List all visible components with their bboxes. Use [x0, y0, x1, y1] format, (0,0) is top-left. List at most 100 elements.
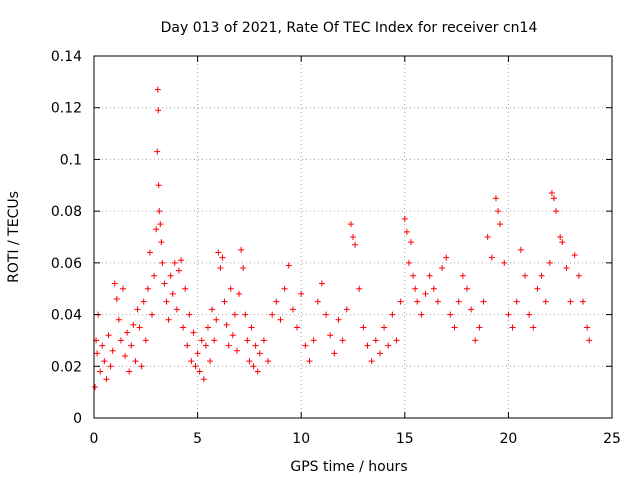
data-point — [422, 290, 429, 297]
data-point — [468, 306, 475, 313]
data-point — [430, 285, 437, 292]
data-point — [128, 342, 135, 349]
data-point — [385, 342, 392, 349]
data-point — [352, 241, 359, 248]
data-point — [314, 298, 321, 305]
data-point — [219, 254, 226, 261]
y-tick-label: 0.12 — [51, 101, 82, 117]
data-point — [418, 311, 425, 318]
data-point — [213, 316, 220, 323]
x-axis-label: GPS time / hours — [290, 459, 407, 475]
data-point — [472, 337, 479, 344]
data-point — [586, 337, 593, 344]
data-point — [146, 249, 153, 256]
data-point — [134, 306, 141, 313]
data-point — [327, 332, 334, 339]
data-point — [198, 337, 205, 344]
data-point — [94, 350, 101, 357]
data-point — [111, 280, 118, 287]
data-point — [163, 298, 170, 305]
x-tick-label: 5 — [193, 431, 202, 447]
data-point — [136, 324, 143, 331]
data-point — [405, 259, 412, 266]
data-point — [443, 254, 450, 261]
data-point — [302, 342, 309, 349]
data-point — [184, 342, 191, 349]
data-point — [120, 285, 127, 292]
data-point — [563, 265, 570, 272]
data-point — [434, 298, 441, 305]
data-point — [273, 298, 280, 305]
y-tick-label: 0.08 — [51, 204, 82, 220]
data-point — [92, 383, 99, 390]
data-point — [459, 272, 466, 279]
data-point — [526, 311, 533, 318]
data-point — [217, 265, 224, 272]
data-point — [231, 311, 238, 318]
data-point — [151, 272, 158, 279]
data-point — [113, 296, 120, 303]
data-point — [211, 337, 218, 344]
data-point — [227, 285, 234, 292]
plot-frame — [93, 55, 613, 419]
data-point — [343, 306, 350, 313]
data-point — [476, 324, 483, 331]
data-point — [175, 267, 182, 274]
data-point — [99, 342, 106, 349]
data-point — [567, 298, 574, 305]
data-point — [368, 358, 375, 365]
data-point — [553, 208, 560, 215]
data-point — [281, 285, 288, 292]
data-point — [550, 195, 557, 202]
data-point — [117, 337, 124, 344]
data-point — [403, 228, 410, 235]
data-point — [221, 298, 228, 305]
data-point — [225, 342, 232, 349]
data-point — [109, 347, 116, 354]
data-point — [412, 285, 419, 292]
data-point — [159, 259, 166, 266]
data-point — [350, 234, 356, 240]
data-point — [105, 332, 112, 339]
data-point — [488, 254, 495, 261]
data-point — [180, 324, 187, 331]
data-point — [298, 290, 305, 297]
data-point — [455, 298, 462, 305]
y-tick-label: 0 — [73, 411, 82, 427]
x-tick-label: 0 — [90, 431, 99, 447]
data-point — [289, 306, 296, 313]
data-point — [530, 324, 537, 331]
data-point — [252, 342, 259, 349]
data-point — [122, 352, 129, 359]
data-point — [190, 329, 197, 336]
data-point — [173, 306, 180, 313]
data-point — [236, 290, 243, 297]
data-point — [256, 350, 263, 357]
data-point — [410, 272, 417, 279]
data-point — [364, 342, 371, 349]
data-point — [517, 246, 524, 253]
data-point — [393, 337, 400, 344]
y-tick-label: 0.02 — [51, 359, 82, 375]
data-point — [546, 259, 553, 266]
data-point — [294, 324, 301, 331]
data-point — [115, 316, 122, 323]
data-point — [414, 298, 421, 305]
data-point — [331, 350, 338, 357]
data-point — [194, 350, 201, 357]
data-point — [538, 272, 545, 279]
data-point — [246, 358, 253, 365]
data-point — [513, 298, 520, 305]
data-point — [126, 368, 133, 375]
data-point — [130, 321, 137, 328]
data-point — [156, 208, 163, 215]
data-point — [397, 298, 404, 305]
data-point — [254, 368, 261, 375]
data-point — [265, 358, 272, 365]
data-point — [186, 311, 193, 318]
data-point — [140, 298, 147, 305]
data-point — [103, 376, 110, 383]
data-point — [157, 221, 164, 228]
x-tick-label: 15 — [396, 431, 414, 447]
